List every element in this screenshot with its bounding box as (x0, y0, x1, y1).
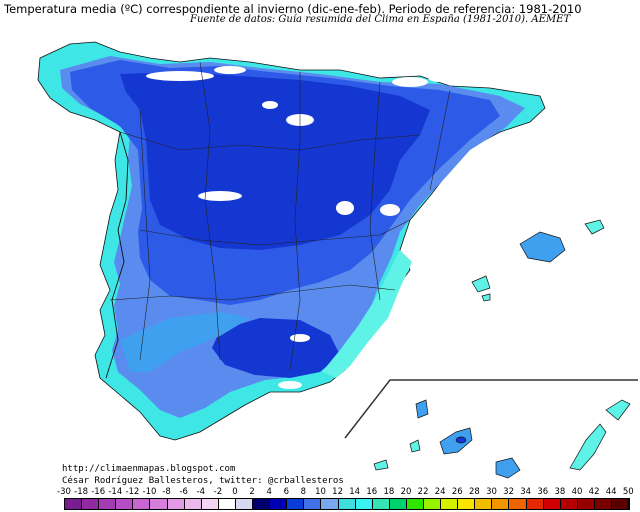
legend-swatch (338, 499, 356, 509)
legend-swatch (253, 499, 271, 509)
legend-tick-label: -2 (213, 487, 223, 497)
legend-tick-label: 32 (503, 487, 515, 497)
legend-tick-label: -16 (91, 487, 106, 497)
legend-swatch (560, 499, 578, 509)
legend-tick-label: -12 (125, 487, 140, 497)
southern-mountains (212, 318, 340, 378)
legend-tick-label: 40 (571, 487, 583, 497)
legend-tick-label: -4 (196, 487, 206, 497)
legend-labels: -30 -18 -16 -14 -12 -10 -8 -6 -4 -2 0 2 4 6 8 10 12 14 16 1… (56, 487, 636, 498)
legend-tick-label: 16 (366, 487, 378, 497)
legend-swatch (475, 499, 493, 509)
legend-swatch (99, 499, 117, 509)
legend-bar (64, 498, 631, 510)
legend-tick-label: 20 (400, 487, 412, 497)
legend-tick-label: 4 (266, 487, 272, 497)
legend-swatch (235, 499, 254, 509)
legend-tick-label: 26 (451, 487, 463, 497)
legend-swatch (526, 499, 544, 509)
legend-swatch (167, 499, 185, 509)
legend-tick-label: 34 (520, 487, 532, 497)
legend-swatch (543, 499, 561, 509)
map-title: Temperatura media (ºC) correspondiente a… (4, 2, 582, 16)
legend-tick-label: 8 (300, 487, 307, 497)
legend-swatch (423, 499, 442, 509)
canary-frame (344, 379, 638, 439)
blog-url: http://climaenmapas.blogspot.com (62, 464, 236, 474)
legend-tick-label: 22 (417, 487, 429, 497)
legend-swatch (82, 499, 100, 509)
legend-tick-label: 42 (588, 487, 600, 497)
region-borders (109, 61, 451, 371)
legend-swatch (441, 499, 459, 509)
legend-tick-label: -10 (142, 487, 157, 497)
legend-tick-label: 18 (383, 487, 395, 497)
legend-swatch (612, 499, 630, 509)
legend-swatch (355, 499, 373, 509)
legend-swatch (184, 499, 202, 509)
guadalquivir-valley (120, 312, 250, 372)
legend-swatch (287, 499, 305, 509)
legend-swatch (270, 499, 288, 509)
legend-swatch (594, 499, 612, 509)
legend-swatch (509, 499, 527, 509)
legend-swatch (406, 499, 424, 509)
legend-swatch (116, 499, 134, 509)
legend-swatch (389, 499, 407, 509)
legend-tick-label: 44 (605, 487, 617, 497)
legend-swatch (458, 499, 476, 509)
legend-swatch (150, 499, 168, 509)
legend-tick-label: 12 (332, 487, 344, 497)
legend-swatch (492, 499, 510, 509)
legend-tick-label: 14 (349, 487, 361, 497)
color-legend: -30 -18 -16 -14 -12 -10 -8 -6 -4 -2 0 2 4 6 8 10 12 14 16 1… (56, 487, 636, 511)
data-source: Fuente de datos: Guía resumida del Clima… (190, 14, 571, 25)
balearic-islands (471, 219, 605, 302)
author-credit: César Rodríguez Ballesteros, twitter: @c… (62, 476, 344, 486)
legend-tick-label: 28 (468, 487, 480, 497)
legend-tick-label: 10 (315, 487, 326, 497)
legend-tick-label: -30 (57, 487, 71, 497)
mediterranean-coast (322, 250, 412, 378)
legend-tick-label: 6 (283, 487, 290, 497)
legend-tick-label: 30 (486, 487, 497, 497)
legend-swatch (201, 499, 219, 509)
temperature-map (37, 41, 638, 479)
legend-tick-label: -18 (74, 487, 89, 497)
legend-swatch (133, 499, 151, 509)
legend-tick-label: -14 (108, 487, 123, 497)
canary-islands (373, 399, 631, 479)
legend-tick-label: 24 (434, 487, 446, 497)
legend-tick-label: 2 (249, 487, 255, 497)
legend-swatch (577, 499, 595, 509)
legend-swatch (304, 499, 322, 509)
portugal-border (105, 131, 129, 379)
legend-swatch (218, 499, 236, 509)
legend-tick-label: 38 (554, 487, 566, 497)
legend-swatch (372, 499, 390, 509)
snow-peaks (146, 66, 452, 389)
legend-swatch (65, 499, 83, 509)
legend-swatch (321, 499, 339, 509)
legend-tick-label: 36 (537, 487, 549, 497)
legend-tick-label: -6 (179, 487, 188, 497)
legend-tick-label: 0 (232, 487, 238, 497)
legend-tick-label: 50 (622, 487, 634, 497)
legend-tick-label: -8 (162, 487, 171, 497)
